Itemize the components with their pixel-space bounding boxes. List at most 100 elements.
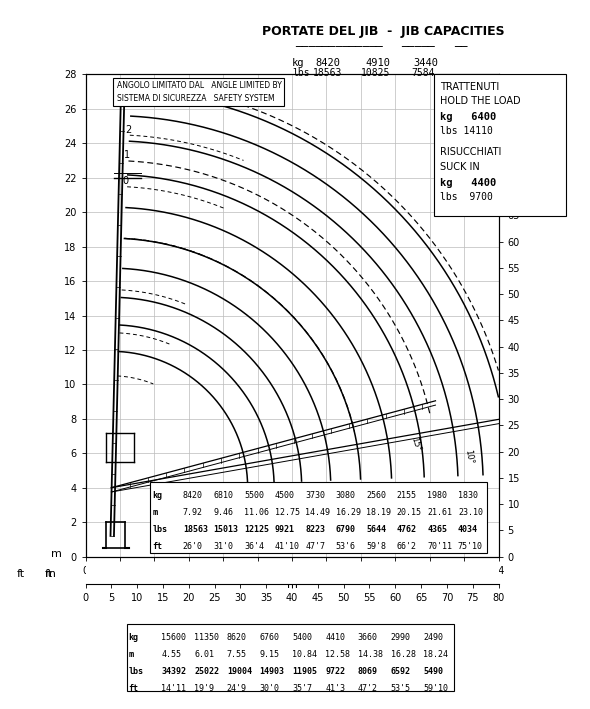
Text: 1830: 1830 [458,491,478,501]
Text: 7.55: 7.55 [227,650,247,659]
Text: 6592: 6592 [391,667,411,676]
Text: lbs  9700: lbs 9700 [440,192,493,202]
Text: 18.24: 18.24 [423,650,448,659]
Text: 12125: 12125 [244,525,269,535]
Text: kg: kg [152,491,162,501]
Text: 6.01: 6.01 [194,650,214,659]
Text: ft: ft [152,542,162,552]
Text: 59'8: 59'8 [366,542,386,552]
X-axis label: m: m [287,580,297,590]
Text: 8420: 8420 [316,58,340,68]
Text: 23.10: 23.10 [458,508,483,518]
Text: lbs: lbs [152,525,167,535]
Text: 34392: 34392 [162,667,186,676]
Text: 16.29: 16.29 [336,508,360,518]
Text: ft: ft [17,569,25,579]
Text: 20.15: 20.15 [397,508,422,518]
Text: 53'6: 53'6 [336,542,356,552]
Text: 3660: 3660 [358,633,378,642]
Text: 14.49: 14.49 [305,508,330,518]
Text: 30'0: 30'0 [260,684,280,693]
Text: 4410: 4410 [325,633,345,642]
Text: 5500: 5500 [244,491,264,501]
Text: 4910: 4910 [366,58,391,68]
Text: 8069: 8069 [358,667,378,676]
Text: m: m [45,569,55,579]
Text: 35'7: 35'7 [293,684,312,693]
Text: 16.28: 16.28 [391,650,415,659]
Text: ft: ft [45,569,53,579]
Text: 59'10: 59'10 [423,684,448,693]
Text: 9722: 9722 [325,667,345,676]
Text: 26'0: 26'0 [183,542,203,552]
Text: 9.46: 9.46 [214,508,234,518]
Text: 7584: 7584 [412,68,435,78]
Text: m: m [51,549,62,559]
Text: kg   4400: kg 4400 [440,178,496,188]
Text: 53'5: 53'5 [391,684,411,693]
Text: 10.84: 10.84 [293,650,317,659]
Text: 2155: 2155 [397,491,417,501]
Text: SUCK IN: SUCK IN [440,162,479,172]
Text: PORTATE DEL JIB  -  JIB CAPACITIES: PORTATE DEL JIB - JIB CAPACITIES [262,25,505,38]
Text: 2490: 2490 [423,633,443,642]
Text: 11.06: 11.06 [244,508,269,518]
Text: 12.75: 12.75 [274,508,300,518]
Text: 8620: 8620 [227,633,247,642]
Text: ─────────────: ───────────── [295,41,383,51]
Text: 14903: 14903 [260,667,284,676]
Text: kg: kg [292,58,304,68]
Text: 10825: 10825 [361,68,391,78]
Text: 14'11: 14'11 [162,684,186,693]
Text: m: m [152,508,157,518]
Text: 3440: 3440 [413,58,438,68]
Text: 1980: 1980 [427,491,447,501]
Text: 4500: 4500 [274,491,294,501]
Text: 36'4: 36'4 [244,542,264,552]
Text: 3730: 3730 [305,491,325,501]
Text: 2560: 2560 [366,491,386,501]
Text: 4.55: 4.55 [162,650,181,659]
Text: 11905: 11905 [293,667,317,676]
Text: 21.61: 21.61 [427,508,453,518]
Text: 11350: 11350 [194,633,219,642]
Text: 19004: 19004 [227,667,252,676]
Text: 9921: 9921 [274,525,294,535]
Text: 1: 1 [124,150,130,160]
Text: 15600: 15600 [162,633,186,642]
Text: 6760: 6760 [260,633,280,642]
Text: 18563: 18563 [313,68,342,78]
Text: TRATTENUTI: TRATTENUTI [440,82,499,91]
Text: 6790: 6790 [336,525,356,535]
Text: lbs 14110: lbs 14110 [440,126,493,136]
Text: 47'2: 47'2 [358,684,378,693]
Text: RISUCCHIATI: RISUCCHIATI [440,147,501,157]
Text: lbs: lbs [292,68,310,78]
Text: 18563: 18563 [183,525,208,535]
Text: 8223: 8223 [305,525,325,535]
Text: 70'11: 70'11 [427,542,453,552]
Text: 47'7: 47'7 [305,542,325,552]
Text: 25022: 25022 [194,667,219,676]
Text: 18.19: 18.19 [366,508,391,518]
Text: 4762: 4762 [397,525,417,535]
Text: ft: ft [129,684,139,693]
Text: 5644: 5644 [366,525,386,535]
Text: 31'0: 31'0 [214,542,234,552]
Text: 8420: 8420 [183,491,203,501]
Text: kg: kg [129,633,139,642]
Text: 5400: 5400 [293,633,312,642]
Text: 15013: 15013 [214,525,238,535]
Text: 9.15: 9.15 [260,650,280,659]
Text: HOLD THE LOAD: HOLD THE LOAD [440,96,520,106]
Text: 10°: 10° [464,449,475,464]
Text: 66'2: 66'2 [397,542,417,552]
Text: 12.58: 12.58 [325,650,350,659]
Text: 6810: 6810 [214,491,234,501]
Text: ──: ── [454,41,468,51]
Text: 14.38: 14.38 [358,650,383,659]
Text: 7.92: 7.92 [183,508,203,518]
Text: 2990: 2990 [391,633,411,642]
Text: 4034: 4034 [458,525,478,535]
Text: 19'9: 19'9 [194,684,214,693]
